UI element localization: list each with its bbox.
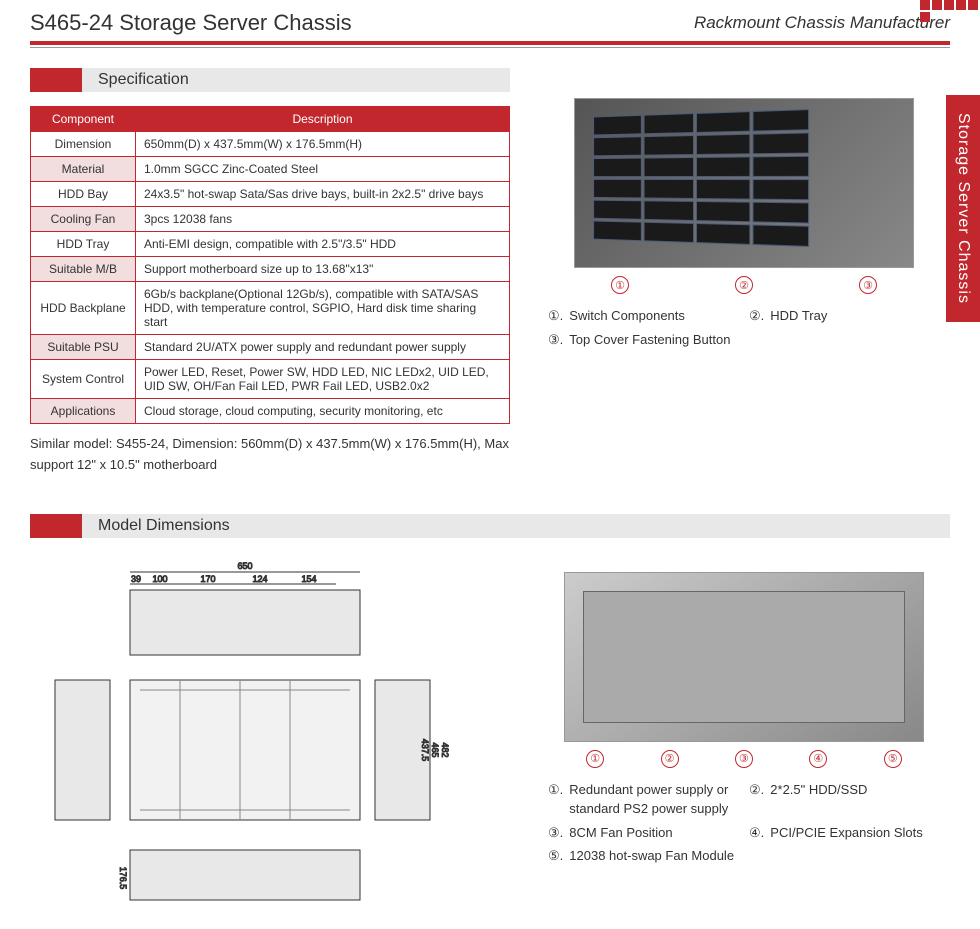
svg-text:437.5: 437.5 bbox=[420, 738, 430, 761]
legend-item: ②.HDD Tray bbox=[749, 306, 940, 326]
back-callouts: ① ② ③ ④ ⑤ bbox=[538, 750, 950, 768]
spec-row: Suitable PSUStandard 2U/ATX power supply… bbox=[31, 335, 510, 360]
svg-text:650: 650 bbox=[237, 561, 252, 571]
front-product-image bbox=[574, 98, 914, 268]
product-title: S465-24 Storage Server Chassis bbox=[30, 10, 352, 36]
dimension-drawings: 650 39 100 170 124 154 482 465 437.5 bbox=[30, 552, 510, 928]
spec-cell-description: 650mm(D) x 437.5mm(W) x 176.5mm(H) bbox=[136, 132, 510, 157]
corner-decoration bbox=[920, 0, 980, 22]
svg-text:100: 100 bbox=[152, 574, 167, 584]
front-callouts: ① ② ③ bbox=[538, 276, 950, 294]
spec-row: Suitable M/BSupport motherboard size up … bbox=[31, 257, 510, 282]
spec-cell-description: 6Gb/s backplane(Optional 12Gb/s), compat… bbox=[136, 282, 510, 335]
back-product-image bbox=[564, 572, 924, 742]
dims-title: Model Dimensions bbox=[82, 514, 950, 538]
spec-row: Material1.0mm SGCC Zinc-Coated Steel bbox=[31, 157, 510, 182]
spec-cell-description: Support motherboard size up to 13.68"x13… bbox=[136, 257, 510, 282]
legend-item: ①.Redundant power supply or standard PS2… bbox=[548, 780, 739, 819]
callout-number: ③ bbox=[735, 750, 753, 768]
svg-text:176.5: 176.5 bbox=[118, 866, 128, 889]
callout-number: ④ bbox=[809, 750, 827, 768]
spec-cell-component: Material bbox=[31, 157, 136, 182]
svg-text:465: 465 bbox=[430, 742, 440, 757]
callout-number: ② bbox=[735, 276, 753, 294]
side-tab-label: Storage Server Chassis bbox=[946, 95, 980, 322]
spec-cell-component: HDD Backplane bbox=[31, 282, 136, 335]
callout-number: ① bbox=[611, 276, 629, 294]
spec-cell-description: Cloud storage, cloud computing, security… bbox=[136, 399, 510, 424]
legend-item: ④.PCI/PCIE Expansion Slots bbox=[749, 823, 940, 843]
callout-number: ⑤ bbox=[884, 750, 902, 768]
spec-row: ApplicationsCloud storage, cloud computi… bbox=[31, 399, 510, 424]
manufacturer-label: Rackmount Chassis Manufacturer bbox=[694, 13, 950, 33]
svg-text:154: 154 bbox=[301, 574, 316, 584]
spec-cell-component: System Control bbox=[31, 360, 136, 399]
similar-model-note: Similar model: S455-24, Dimension: 560mm… bbox=[30, 434, 510, 476]
callout-number: ① bbox=[586, 750, 604, 768]
spec-table: Component Description Dimension650mm(D) … bbox=[30, 106, 510, 424]
legend-item: ③.Top Cover Fastening Button bbox=[548, 330, 739, 350]
legend-item: ②.2*2.5" HDD/SSD bbox=[749, 780, 940, 819]
spec-cell-component: Suitable M/B bbox=[31, 257, 136, 282]
spec-row: Cooling Fan3pcs 12038 fans bbox=[31, 207, 510, 232]
spec-row: Dimension650mm(D) x 437.5mm(W) x 176.5mm… bbox=[31, 132, 510, 157]
spec-cell-description: 1.0mm SGCC Zinc-Coated Steel bbox=[136, 157, 510, 182]
spec-section-header: Specification bbox=[30, 68, 510, 92]
header-divider-red bbox=[30, 41, 950, 45]
spec-cell-component: Suitable PSU bbox=[31, 335, 136, 360]
header-divider-thin bbox=[30, 47, 950, 48]
spec-cell-description: 24x3.5" hot-swap Sata/Sas drive bays, bu… bbox=[136, 182, 510, 207]
dims-section-header: Model Dimensions bbox=[30, 514, 950, 538]
back-legend: ①.Redundant power supply or standard PS2… bbox=[538, 780, 950, 866]
callout-number: ② bbox=[661, 750, 679, 768]
spec-row: HDD TrayAnti-EMI design, compatible with… bbox=[31, 232, 510, 257]
legend-item: ①.Switch Components bbox=[548, 306, 739, 326]
spec-cell-component: Cooling Fan bbox=[31, 207, 136, 232]
section-red-block bbox=[30, 68, 82, 92]
page-header: S465-24 Storage Server Chassis Rackmount… bbox=[0, 0, 980, 41]
spec-title: Specification bbox=[82, 68, 510, 92]
front-legend: ①.Switch Components ②.HDD Tray ③.Top Cover… bbox=[538, 306, 950, 349]
section-red-block bbox=[30, 514, 82, 538]
spec-cell-description: Anti-EMI design, compatible with 2.5"/3.… bbox=[136, 232, 510, 257]
svg-text:482: 482 bbox=[440, 742, 450, 757]
spec-row: System ControlPower LED, Reset, Power SW… bbox=[31, 360, 510, 399]
spec-cell-description: 3pcs 12038 fans bbox=[136, 207, 510, 232]
spec-cell-component: Dimension bbox=[31, 132, 136, 157]
legend-item: ⑤.12038 hot-swap Fan Module bbox=[548, 846, 739, 866]
spec-cell-description: Power LED, Reset, Power SW, HDD LED, NIC… bbox=[136, 360, 510, 399]
spec-cell-description: Standard 2U/ATX power supply and redunda… bbox=[136, 335, 510, 360]
svg-text:39: 39 bbox=[131, 574, 141, 584]
spec-cell-component: Applications bbox=[31, 399, 136, 424]
spec-cell-component: HDD Tray bbox=[31, 232, 136, 257]
back-view-block: ① ② ③ ④ ⑤ ①.Redundant power supply or standa… bbox=[538, 552, 950, 928]
spec-header-description: Description bbox=[136, 107, 510, 132]
legend-item: ③.8CM Fan Position bbox=[548, 823, 739, 843]
spec-row: HDD Bay24x3.5" hot-swap Sata/Sas drive b… bbox=[31, 182, 510, 207]
svg-text:170: 170 bbox=[200, 574, 215, 584]
spec-cell-component: HDD Bay bbox=[31, 182, 136, 207]
svg-text:124: 124 bbox=[252, 574, 267, 584]
spec-row: HDD Backplane6Gb/s backplane(Optional 12… bbox=[31, 282, 510, 335]
callout-number: ③ bbox=[859, 276, 877, 294]
front-view-block: ① ② ③ ①.Switch Components ②.HDD Tray ③.Top C… bbox=[538, 68, 950, 476]
spec-header-component: Component bbox=[31, 107, 136, 132]
dimension-svg: 650 39 100 170 124 154 482 465 437.5 bbox=[30, 560, 450, 920]
